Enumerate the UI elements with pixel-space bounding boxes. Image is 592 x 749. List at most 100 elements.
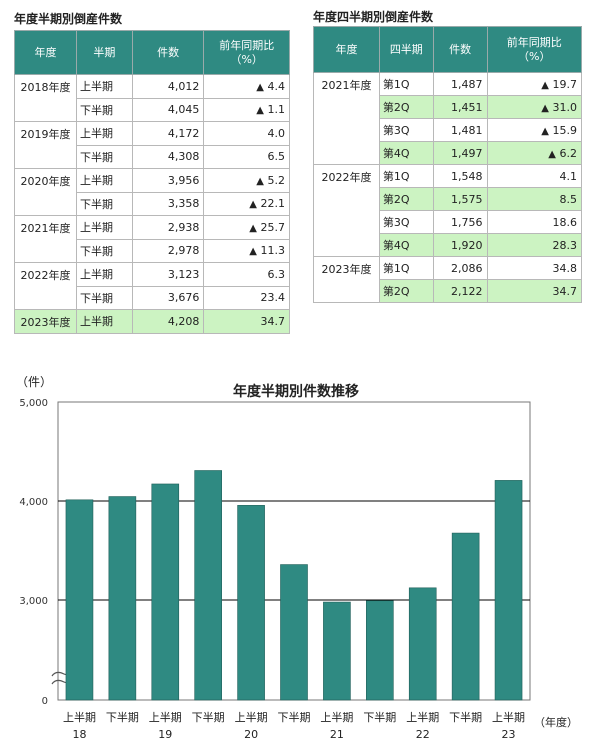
- decrease-triangle-icon: ▲: [541, 79, 549, 91]
- chart-title: 年度半期別件数推移: [233, 383, 359, 400]
- ratio-cell: 6.3: [203, 262, 290, 287]
- x-year-label: 23: [502, 728, 516, 741]
- table-row: 2022年度 第1Q 1,548 4.1: [313, 164, 583, 257]
- count-cell: 1,497: [432, 141, 488, 165]
- ratio-value: 4.1: [559, 169, 578, 183]
- decrease-triangle-icon: ▲: [249, 246, 257, 258]
- period-cell: 第2Q: [378, 95, 434, 119]
- ratio-value: 18.6: [552, 215, 578, 229]
- ratio-value: 5.2: [267, 173, 286, 187]
- table-row: 下半期 3,358 ▲ 22.1: [15, 191, 290, 216]
- ratio-value: 15.9: [552, 123, 578, 137]
- year-cell: 2020年度: [14, 168, 77, 216]
- ratio-value: 6.3: [267, 267, 286, 281]
- x-tick-label: 下半期: [278, 710, 311, 724]
- table-row: 第2Q 1,575 8.5: [314, 187, 583, 211]
- y-tick-label: 3,000: [19, 596, 48, 607]
- ratio-value: 23.4: [260, 291, 286, 305]
- table-row: 2020年度 上半期 3,956 ▲ 5.2: [14, 168, 290, 216]
- x-tick-label: 上半期: [235, 710, 268, 724]
- ratio-value: 4.0: [267, 126, 286, 140]
- x-axis-label: （年度）: [534, 715, 578, 729]
- header-ratio: 前年同期比 （%）: [203, 30, 290, 75]
- ratio-value: 25.7: [260, 220, 286, 234]
- count-cell: 3,123: [131, 262, 205, 287]
- ratio-value: 34.7: [552, 284, 578, 298]
- period-cell: 第1Q: [378, 72, 434, 96]
- period-cell: 第4Q: [378, 141, 434, 165]
- y-tick-label: 0: [42, 696, 48, 707]
- period-cell: 下半期: [75, 144, 133, 169]
- count-cell: 1,920: [432, 233, 488, 257]
- x-tick-label: 下半期: [192, 710, 225, 724]
- count-cell: 3,676: [131, 285, 205, 310]
- bar: [280, 564, 308, 701]
- decrease-triangle-icon: ▲: [548, 148, 556, 160]
- count-cell: 3,956: [131, 168, 205, 193]
- decrease-triangle-icon: ▲: [256, 175, 264, 187]
- year-cell: 2023年度: [313, 256, 380, 303]
- bar: [194, 470, 222, 701]
- x-year-label: 19: [158, 728, 172, 741]
- ratio-cell: ▲ 5.2: [203, 168, 290, 193]
- bar: [108, 496, 137, 701]
- ratio-cell: ▲ 22.1: [203, 191, 290, 216]
- bar: [408, 587, 437, 701]
- ratio-value: 34.7: [260, 314, 286, 328]
- period-cell: 下半期: [75, 238, 133, 263]
- period-cell: 下半期: [75, 191, 133, 216]
- header-year: 年度: [14, 30, 77, 75]
- table-row: 下半期 4,045 ▲ 1.1: [15, 97, 290, 122]
- year-cell: 2019年度: [14, 121, 77, 169]
- year-cell: 2022年度: [313, 164, 380, 257]
- ratio-value: 22.1: [260, 197, 286, 211]
- table-row: 第4Q 1,497 ▲ 6.2: [314, 141, 583, 165]
- header-count: 件数: [432, 26, 488, 73]
- ratio-value: 1.1: [267, 103, 286, 117]
- count-cell: 1,487: [432, 72, 488, 96]
- x-year-label: 22: [416, 728, 430, 741]
- ratio-cell: 8.5: [486, 187, 583, 211]
- ratio-cell: ▲ 31.0: [486, 95, 583, 119]
- x-year-label: 18: [72, 728, 86, 741]
- x-year-label: 21: [330, 728, 344, 741]
- x-tick-label: 下半期: [363, 710, 396, 724]
- table-row: 2021年度 上半期 2,938 ▲ 25.7: [14, 215, 290, 263]
- table-row: 2023年度 第1Q 2,086 34.8: [313, 256, 583, 303]
- ratio-value: 8.5: [559, 192, 578, 206]
- bar: [151, 483, 180, 701]
- ratio-value: 34.8: [552, 261, 578, 275]
- ratio-cell: ▲ 6.2: [486, 141, 583, 165]
- y-axis-label: （件）: [16, 375, 52, 389]
- period-cell: 上半期: [75, 74, 133, 99]
- ratio-value: 11.3: [260, 244, 286, 258]
- period-cell: 上半期: [75, 168, 133, 193]
- count-cell: 2,122: [432, 279, 488, 303]
- count-cell: 4,012: [131, 74, 205, 99]
- table-row: 第2Q 2,122 34.7: [314, 279, 583, 303]
- bar: [237, 505, 265, 701]
- ratio-cell: ▲ 4.4: [203, 74, 290, 99]
- x-tick-label: 上半期: [149, 710, 182, 724]
- x-tick-label: 上半期: [63, 710, 96, 724]
- count-cell: 4,308: [131, 144, 205, 169]
- ratio-cell: 34.7: [203, 309, 290, 334]
- table-row: 下半期 3,676 23.4: [15, 285, 290, 310]
- ratio-value: 31.0: [552, 100, 578, 114]
- decrease-triangle-icon: ▲: [541, 102, 549, 114]
- y-tick-label: 4,000: [19, 497, 48, 508]
- count-cell: 2,938: [131, 215, 205, 240]
- ratio-value: 6.5: [267, 150, 286, 164]
- ratio-cell: 23.4: [203, 285, 290, 310]
- quarter-table-title: 年度四半期別倒産件数: [313, 10, 434, 24]
- table-row: 2023年度 上半期 4,208 34.7: [14, 309, 290, 334]
- ratio-cell: 4.0: [203, 121, 290, 146]
- decrease-triangle-icon: ▲: [541, 125, 549, 137]
- quarter-table: 年度 四半期 件数 前年同期比 （%） 2021年度 第1Q 1,487 ▲ 19.7 第2Q 1,…: [313, 26, 583, 303]
- period-cell: 上半期: [75, 215, 133, 240]
- period-cell: 第4Q: [378, 233, 434, 257]
- table-row: 第4Q 1,920 28.3: [314, 233, 583, 257]
- period-cell: 下半期: [75, 285, 133, 310]
- header-period: 半期: [75, 30, 133, 75]
- period-cell: 上半期: [75, 262, 133, 287]
